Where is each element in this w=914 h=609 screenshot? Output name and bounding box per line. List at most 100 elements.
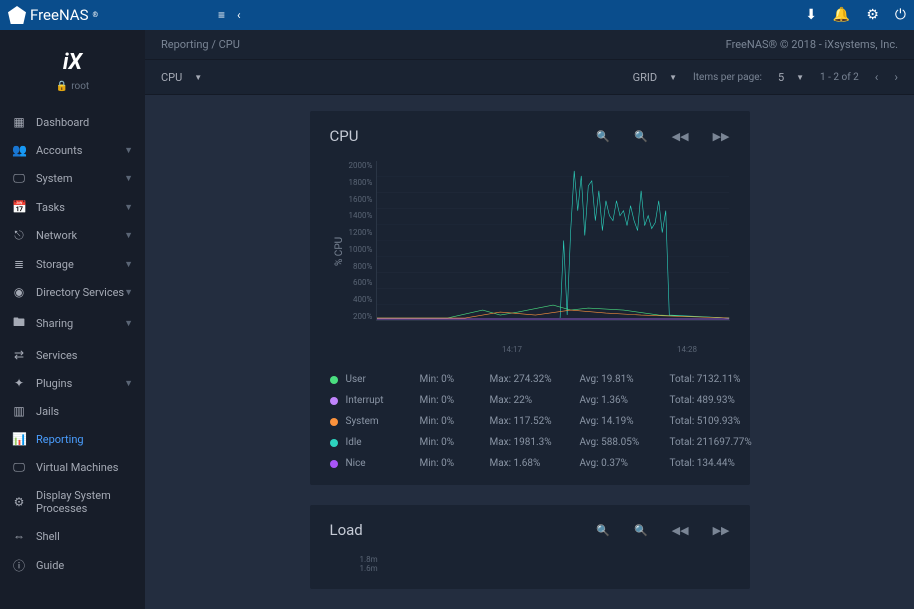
chevron-down-icon: ▼	[124, 173, 133, 184]
nav-icon: ⎋	[12, 228, 26, 243]
nav-label: System	[36, 172, 124, 185]
back-icon[interactable]: ‹	[237, 8, 241, 22]
sidebar-item-sharing[interactable]: 🖿 Sharing ▼	[0, 306, 145, 341]
view-dropdown[interactable]: GRID▼	[633, 71, 677, 84]
load-card: Load 🔍 🔍 ◀◀ ▶▶ 1.8m 1.6m	[310, 505, 750, 589]
nav-icon: ⓘ	[12, 557, 26, 574]
nav-label: Directory Services	[36, 286, 124, 299]
logo: FreeNAS®	[8, 6, 98, 24]
chevron-down-icon: ▼	[124, 318, 133, 329]
nav-icon: 📅	[12, 200, 26, 214]
cpu-card-title: CPU	[330, 127, 597, 145]
lock-icon: 🔒	[56, 81, 68, 92]
brand-text: FreeNAS	[30, 6, 88, 24]
nav-icon: ◉	[12, 285, 26, 299]
sidebar-item-virtual-machines[interactable]: 🖵 Virtual Machines	[0, 453, 145, 482]
sidebar-item-tasks[interactable]: 📅 Tasks ▼	[0, 193, 145, 221]
legend-row: Idle	[330, 437, 420, 448]
legend-row: System	[330, 416, 420, 427]
nav-label: Storage	[36, 258, 124, 271]
sidebar-item-plugins[interactable]: ✦ Plugins ▼	[0, 369, 145, 397]
chevron-down-icon: ▼	[124, 230, 133, 241]
menu-toggle-icon[interactable]: ≡	[218, 8, 225, 22]
prev-page-icon[interactable]: ‹	[875, 70, 879, 84]
logo-icon	[8, 6, 26, 24]
ix-logo: iX	[63, 50, 82, 75]
nav-label: Reporting	[36, 433, 133, 446]
chevron-down-icon: ▼	[124, 378, 133, 389]
next-page-icon[interactable]: ›	[894, 70, 898, 84]
legend-row: User	[330, 374, 420, 385]
nav-label: Tasks	[36, 201, 124, 214]
sidebar-item-accounts[interactable]: 👥 Accounts ▼	[0, 136, 145, 164]
legend-row: Interrupt	[330, 395, 420, 406]
cpu-chart: % CPU 2000%1800%1600%1400%1200%1000%800%…	[330, 161, 730, 341]
pagination: Items per page: 5▼ 1 - 2 of 2 ‹ ›	[693, 70, 898, 84]
search-icon[interactable]: 🔍	[596, 524, 610, 537]
nav-icon: 📊	[12, 432, 26, 446]
sidebar-item-directory-services[interactable]: ◉ Directory Services ▼	[0, 278, 145, 306]
items-per-page-dropdown[interactable]: 5▼	[778, 71, 804, 84]
load-card-title: Load	[330, 521, 597, 539]
nav-icon: ⇔	[12, 529, 26, 543]
rewind-icon[interactable]: ◀◀	[672, 130, 689, 143]
breadcrumb: Reporting / CPU	[161, 38, 240, 51]
zoom-icon[interactable]: 🔍	[634, 130, 648, 143]
nav-label: Jails	[36, 405, 133, 418]
notifications-icon[interactable]: 🔔	[833, 7, 850, 23]
rewind-icon[interactable]: ◀◀	[672, 524, 689, 537]
nav-label: Sharing	[36, 317, 124, 330]
nav-icon: 🖵	[12, 171, 26, 186]
chevron-down-icon: ▼	[124, 145, 133, 156]
nav-icon: 👥	[12, 143, 26, 157]
topbar: FreeNAS® ≡ ‹ ⬇ 🔔 ⚙ ⏻	[0, 0, 914, 30]
filter-bar: CPU▼ GRID▼ Items per page: 5▼ 1 - 2 of 2…	[145, 60, 914, 95]
sidebar-item-display-system-processes[interactable]: ⚙ Display System Processes	[0, 482, 145, 522]
chevron-down-icon: ▼	[124, 287, 133, 298]
settings-icon[interactable]: ⚙	[866, 7, 879, 23]
sidebar-item-services[interactable]: ⇄ Services	[0, 341, 145, 369]
breadcrumb-bar: Reporting / CPU FreeNAS® © 2018 - iXsyst…	[145, 30, 914, 60]
nav-label: Virtual Machines	[36, 461, 133, 474]
cpu-legend: User Min: 0% Max: 274.32% Avg: 19.81% To…	[330, 374, 730, 469]
sidebar-item-network[interactable]: ⎋ Network ▼	[0, 221, 145, 250]
sidebar: iX 🔒 root ▦ Dashboard 👥 Accounts ▼🖵 Syst…	[0, 30, 145, 609]
page-range: 1 - 2 of 2	[820, 72, 859, 83]
cpu-card: CPU 🔍 🔍 ◀◀ ▶▶ % CPU 2000%1800%1600%1400%…	[310, 111, 750, 485]
sidebar-item-jails[interactable]: ▥ Jails	[0, 397, 145, 425]
nav-icon: 🖵	[12, 460, 26, 475]
nav-icon: ▦	[12, 115, 26, 129]
metric-dropdown[interactable]: CPU▼	[161, 71, 202, 84]
nav-label: Display System Processes	[36, 489, 133, 515]
nav-label: Guide	[36, 559, 133, 572]
nav-label: Accounts	[36, 144, 124, 157]
nav-icon: ✦	[12, 376, 26, 390]
footer-text: FreeNAS® © 2018 - iXsystems, Inc.	[726, 38, 898, 51]
forward-icon[interactable]: ▶▶	[713, 524, 730, 537]
download-icon[interactable]: ⬇	[805, 7, 817, 23]
nav-list: ▦ Dashboard 👥 Accounts ▼🖵 System ▼📅 Task…	[0, 108, 145, 581]
chevron-down-icon: ▼	[124, 259, 133, 270]
chevron-down-icon: ▼	[124, 202, 133, 213]
nav-icon: ⇄	[12, 348, 26, 362]
power-icon[interactable]: ⏻	[895, 7, 906, 23]
nav-icon: ▥	[12, 404, 26, 418]
zoom-icon[interactable]: 🔍	[634, 524, 648, 537]
nav-icon: ⚙	[12, 495, 26, 509]
nav-icon: ≣	[12, 257, 26, 271]
sidebar-item-reporting[interactable]: 📊 Reporting	[0, 425, 145, 453]
nav-label: Dashboard	[36, 116, 133, 129]
sidebar-item-shell[interactable]: ⇔ Shell	[0, 522, 145, 550]
legend-row: Nice	[330, 458, 420, 469]
sidebar-item-storage[interactable]: ≣ Storage ▼	[0, 250, 145, 278]
sidebar-item-guide[interactable]: ⓘ Guide	[0, 550, 145, 581]
forward-icon[interactable]: ▶▶	[713, 130, 730, 143]
nav-label: Services	[36, 349, 133, 362]
sidebar-item-system[interactable]: 🖵 System ▼	[0, 164, 145, 193]
nav-label: Network	[36, 229, 124, 242]
nav-label: Shell	[36, 530, 133, 543]
user-label: 🔒 root	[56, 81, 89, 92]
sidebar-item-dashboard[interactable]: ▦ Dashboard	[0, 108, 145, 136]
search-icon[interactable]: 🔍	[596, 130, 610, 143]
nav-icon: 🖿	[12, 313, 26, 334]
